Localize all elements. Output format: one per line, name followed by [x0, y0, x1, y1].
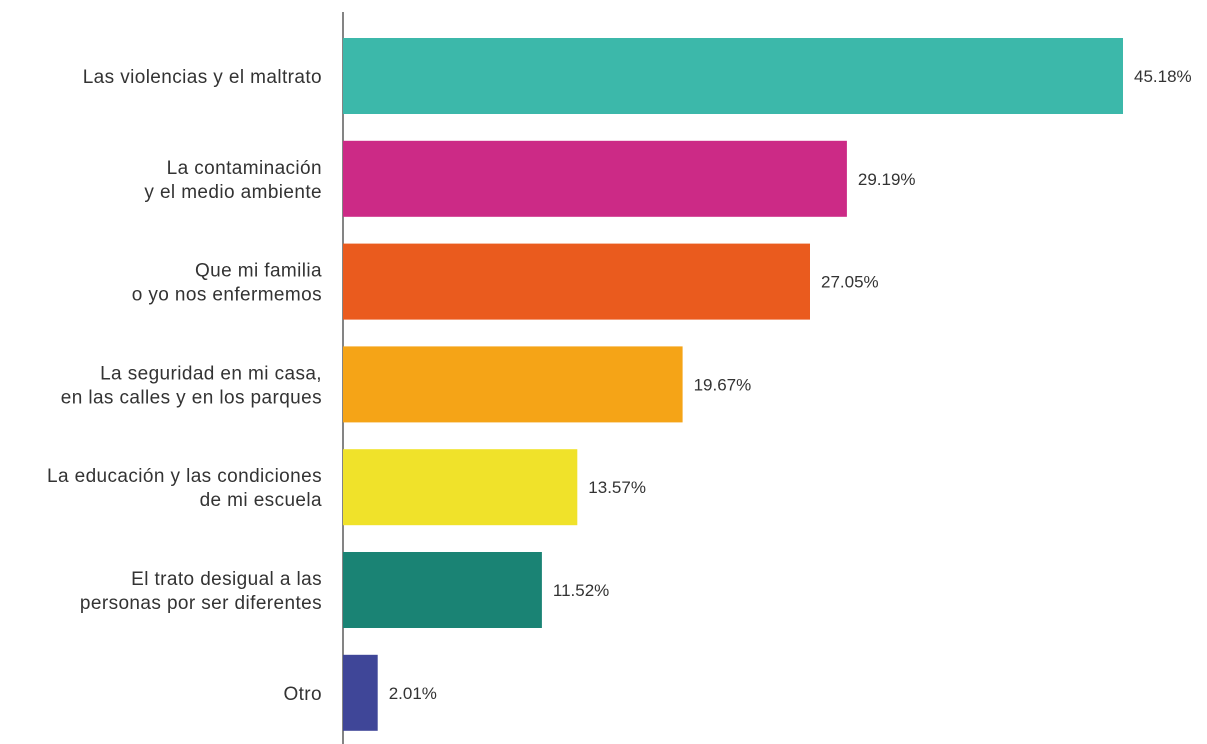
bar: [343, 243, 810, 320]
data-label: 19.67%: [694, 375, 752, 394]
bar: [343, 38, 1123, 114]
category-label: La seguridad en mi casa,: [100, 363, 322, 384]
data-label: 11.52%: [553, 581, 609, 600]
data-label: 45.18%: [1134, 67, 1192, 86]
category-label: La educación y las condiciones: [47, 466, 322, 487]
category-label: El trato desigual a las: [131, 569, 322, 590]
category-label: La contaminación: [167, 158, 322, 179]
category-label: Que mi familia: [195, 261, 322, 282]
data-label: 27.05%: [821, 273, 879, 292]
category-label: en las calles y en los parques: [61, 387, 322, 408]
category-label: Otro: [283, 684, 322, 705]
category-label: personas por ser diferentes: [80, 593, 322, 614]
category-label: de mi escuela: [200, 490, 322, 511]
bar: [343, 140, 847, 217]
data-label: 2.01%: [389, 684, 437, 703]
category-label: Las violencias y el maltrato: [83, 67, 322, 88]
bar: [343, 346, 683, 423]
bar: [343, 449, 578, 526]
data-label: 29.19%: [858, 170, 916, 189]
category-label: o yo nos enfermemos: [132, 285, 322, 306]
bar: [343, 654, 378, 731]
data-label: 13.57%: [588, 478, 646, 497]
category-label: y el medio ambiente: [144, 182, 322, 203]
bar: [343, 552, 542, 628]
